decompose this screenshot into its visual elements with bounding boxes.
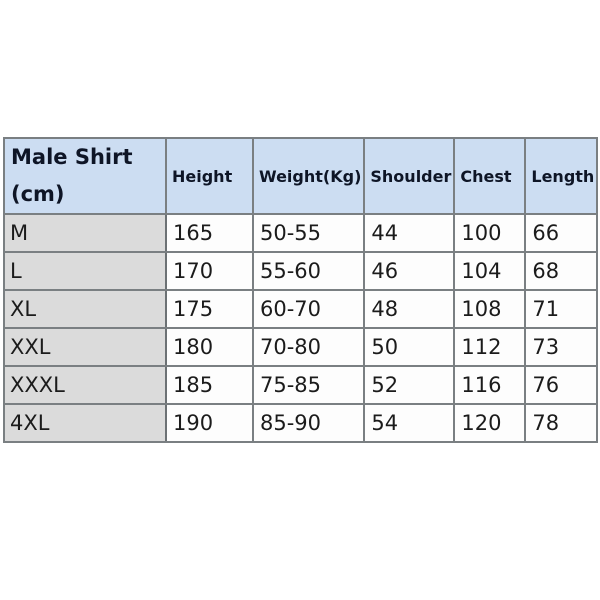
data-cell: 180	[165, 327, 254, 367]
table-title-line1: Male Shirt	[11, 145, 133, 169]
data-cell: 165	[165, 213, 254, 253]
data-cell: 108	[453, 289, 527, 329]
data-cell: 44	[363, 213, 456, 253]
table-title-cell: Male Shirt (cm)	[3, 137, 167, 215]
data-cell: 50	[363, 327, 456, 367]
data-cell: 66	[524, 213, 599, 253]
table-title-line2: (cm)	[11, 182, 65, 206]
header-row: Male Shirt (cm) Height Weight(Kg) Should…	[3, 137, 599, 215]
size-cell: 4XL	[3, 403, 167, 443]
column-header-shoulder: Shoulder	[363, 137, 456, 215]
table-row: XXXL 185 75-85 52 116 76	[3, 365, 599, 405]
data-cell: 73	[524, 327, 599, 367]
data-cell: 100	[453, 213, 527, 253]
size-cell: XL	[3, 289, 167, 329]
column-header-height: Height	[165, 137, 254, 215]
data-cell: 76	[524, 365, 599, 405]
data-cell: 52	[363, 365, 456, 405]
data-cell: 71	[524, 289, 599, 329]
data-cell: 55-60	[251, 251, 366, 291]
data-cell: 185	[165, 365, 254, 405]
data-cell: 68	[524, 251, 599, 291]
size-cell: L	[3, 251, 167, 291]
data-cell: 120	[453, 403, 527, 443]
size-chart-table: Male Shirt (cm) Height Weight(Kg) Should…	[3, 137, 599, 443]
column-header-length: Length	[524, 137, 599, 215]
size-cell: XXL	[3, 327, 167, 367]
table-row: L 170 55-60 46 104 68	[3, 251, 599, 291]
size-cell: M	[3, 213, 167, 253]
data-cell: 104	[453, 251, 527, 291]
data-cell: 190	[165, 403, 254, 443]
data-cell: 50-55	[251, 213, 366, 253]
size-cell: XXXL	[3, 365, 167, 405]
data-cell: 75-85	[251, 365, 366, 405]
table-row: XXL 180 70-80 50 112 73	[3, 327, 599, 367]
table-row: 4XL 190 85-90 54 120 78	[3, 403, 599, 443]
table-row: M 165 50-55 44 100 66	[3, 213, 599, 253]
data-cell: 48	[363, 289, 456, 329]
data-cell: 175	[165, 289, 254, 329]
data-cell: 46	[363, 251, 456, 291]
data-cell: 54	[363, 403, 456, 443]
data-cell: 170	[165, 251, 254, 291]
data-cell: 116	[453, 365, 527, 405]
table-row: XL 175 60-70 48 108 71	[3, 289, 599, 329]
column-header-weight: Weight(Kg)	[251, 137, 366, 215]
data-cell: 60-70	[251, 289, 366, 329]
data-cell: 78	[524, 403, 599, 443]
column-header-chest: Chest	[453, 137, 527, 215]
data-cell: 70-80	[251, 327, 366, 367]
data-cell: 112	[453, 327, 527, 367]
data-cell: 85-90	[251, 403, 366, 443]
